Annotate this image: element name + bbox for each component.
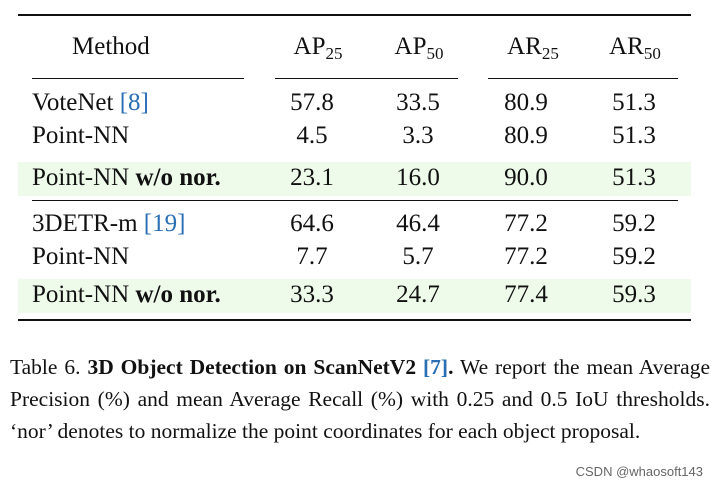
highlight-row-1: [18, 162, 691, 196]
header-ap50: AP50: [394, 33, 444, 63]
row-method: Point-NN w/o nor.: [32, 164, 221, 191]
citation-link[interactable]: [19]: [143, 210, 186, 237]
row-ap50: 5.7: [402, 243, 434, 270]
row-ar25: 80.9: [504, 122, 548, 149]
header-ap25: AP25: [293, 33, 343, 63]
caption-citation-link[interactable]: [7]: [423, 355, 449, 379]
header-rule-ar: [488, 78, 678, 79]
row-method: Point-NN w/o nor.: [32, 281, 221, 308]
row-ar25: 77.4: [504, 281, 548, 308]
row-ap25: 4.5: [296, 122, 328, 149]
table-caption: Table 6. 3D Object Detection on ScanNetV…: [10, 355, 711, 443]
row-ar25: 77.2: [504, 210, 548, 237]
row-ap25: 23.1: [290, 164, 334, 191]
row-ap50: 16.0: [396, 164, 440, 191]
row-method: 3DETR-m [19]: [32, 210, 186, 237]
row-ap50: 46.4: [396, 210, 440, 237]
row-ar50: 59.2: [612, 243, 656, 270]
row-method: VoteNet [8]: [32, 89, 149, 116]
header-ar50: AR50: [609, 33, 661, 63]
row-ap50: 3.3: [402, 122, 434, 149]
row-ap50: 24.7: [396, 281, 440, 308]
row-ap25: 57.8: [290, 89, 334, 116]
row-ap50: 33.5: [396, 89, 440, 116]
citation-link[interactable]: [8]: [119, 89, 149, 116]
header-ar25: AR25: [507, 33, 559, 63]
row-ar25: 80.9: [504, 89, 548, 116]
row-ar50: 59.3: [612, 281, 656, 308]
header-method: Method: [72, 33, 150, 60]
row-ap25: 64.6: [290, 210, 334, 237]
row-method: Point-NN: [32, 243, 130, 270]
row-ar50: 51.3: [612, 164, 656, 191]
header-rule-ap: [275, 78, 458, 79]
row-ar25: 90.0: [504, 164, 548, 191]
row-method: Point-NN: [32, 122, 130, 149]
row-ap25: 33.3: [290, 281, 334, 308]
top-rule: [18, 14, 691, 16]
row-ar25: 77.2: [504, 243, 548, 270]
row-ar50: 51.3: [612, 122, 656, 149]
group-separator-rule: [32, 200, 678, 201]
row-ap25: 7.7: [296, 243, 328, 270]
header-rule-method: [32, 78, 244, 79]
row-ar50: 51.3: [612, 89, 656, 116]
highlight-row-2: [18, 279, 691, 313]
row-ar50: 59.2: [612, 210, 656, 237]
bottom-rule: [18, 319, 691, 321]
watermark: CSDN @whaosoft143: [575, 464, 703, 479]
